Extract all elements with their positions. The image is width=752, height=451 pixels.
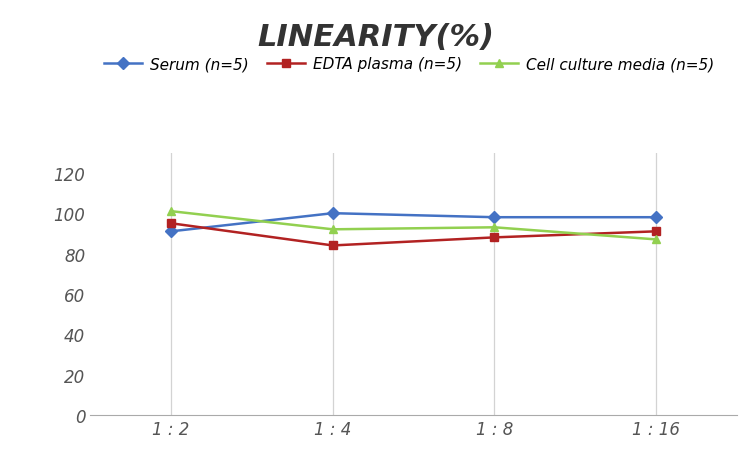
EDTA plasma (n=5) [166, 221, 175, 226]
Cell culture media (n=5) [651, 237, 660, 243]
Line: Cell culture media (n=5): Cell culture media (n=5) [167, 207, 660, 244]
Serum (n=5) [490, 215, 499, 221]
EDTA plasma (n=5) [651, 229, 660, 235]
Serum (n=5) [651, 215, 660, 221]
Line: Serum (n=5): Serum (n=5) [167, 210, 660, 236]
Cell culture media (n=5) [490, 225, 499, 230]
Serum (n=5) [328, 211, 337, 216]
Legend: Serum (n=5), EDTA plasma (n=5), Cell culture media (n=5): Serum (n=5), EDTA plasma (n=5), Cell cul… [98, 51, 720, 78]
Cell culture media (n=5) [166, 209, 175, 214]
Text: LINEARITY(%): LINEARITY(%) [257, 23, 495, 51]
Serum (n=5) [166, 229, 175, 235]
Line: EDTA plasma (n=5): EDTA plasma (n=5) [167, 220, 660, 250]
EDTA plasma (n=5) [328, 243, 337, 249]
EDTA plasma (n=5) [490, 235, 499, 240]
Cell culture media (n=5) [328, 227, 337, 233]
